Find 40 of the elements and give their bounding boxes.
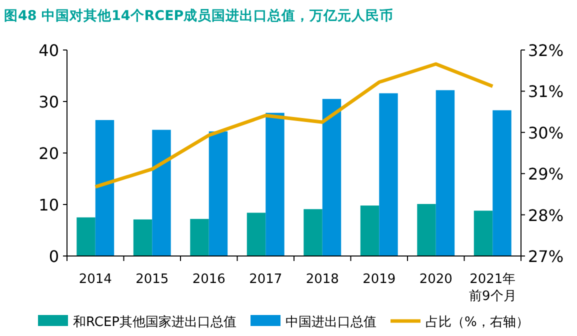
bar [133,219,152,256]
bar [360,206,380,256]
legend-label: 中国进出口总值 [286,315,377,330]
bar [266,112,284,256]
y-tick-label: 20 [38,144,59,163]
bar [492,110,512,256]
legend-label: 和RCEP其他国家进出口总值 [73,314,237,330]
x-tick-label: 2019 [362,272,396,287]
bar [417,204,436,256]
y2-tick-label: 32% [528,41,564,60]
legend-label: 占比（%，右轴） [426,315,529,330]
x-tick-label: 2018 [306,272,339,287]
bar [379,93,398,256]
bar [474,210,493,256]
y2-tick-label: 29% [528,164,564,184]
bar [304,209,322,256]
x-tick-label: 2016 [192,272,226,287]
bar [190,218,209,256]
bar [246,212,266,256]
bar [436,90,455,256]
x-tick-label: 2017 [249,272,282,287]
bar [322,98,342,256]
y2-tick-label: 31% [528,82,564,102]
y-tick-label: 0 [48,247,59,266]
bar [208,131,228,256]
chart-title: 图48 中国对其他14个RCEP成员国进出口总值，万亿元人民币 [4,8,394,24]
x-tick-label: 2020 [419,272,452,287]
line-series [94,62,494,189]
y2-tick-label: 28% [528,206,564,225]
x-tick-label: 2015 [136,272,169,287]
x-tick-label: 2014 [78,272,112,287]
bar [76,217,96,256]
x-tick-label: 2021年前9个月 [468,272,516,304]
bar [95,120,114,256]
y2-tick-label: 30% [528,123,564,142]
bar [152,130,171,256]
y2-tick-label: 27% [528,247,564,266]
y-tick-label: 10 [38,196,59,214]
y-tick-label: 30 [38,92,59,112]
y-tick-label: 40 [38,41,59,60]
